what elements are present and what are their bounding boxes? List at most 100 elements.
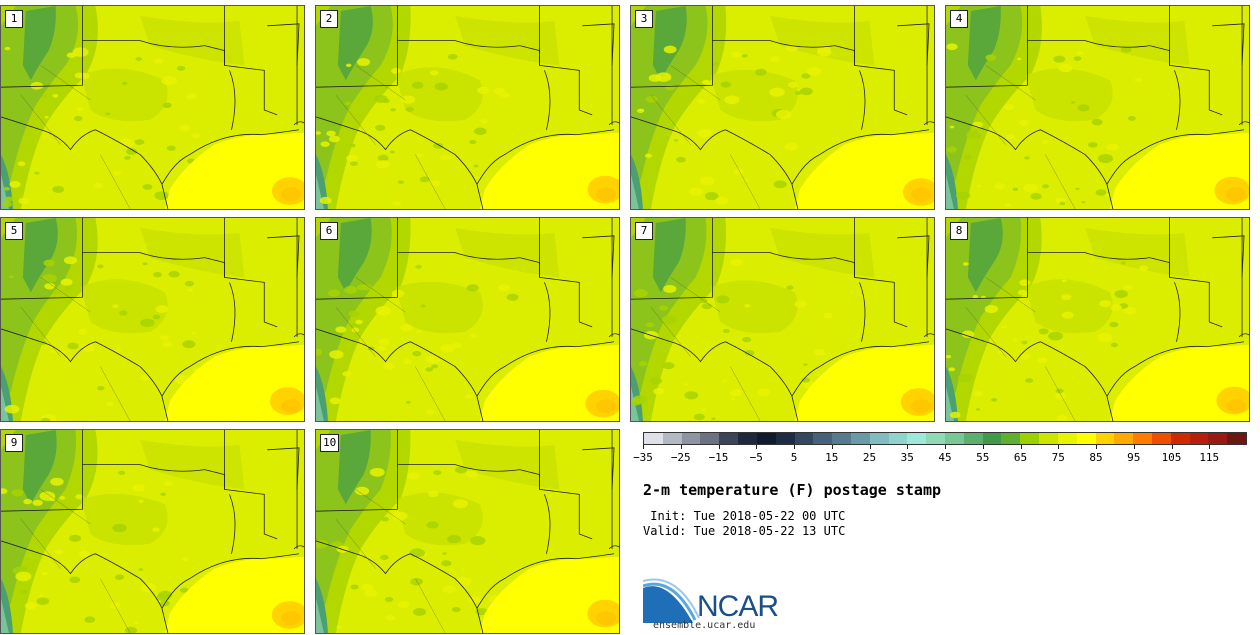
colorbar-tick	[643, 445, 644, 449]
temperature-map	[946, 218, 1249, 421]
colorbar-tick	[1058, 445, 1060, 449]
member-number-label: 5	[5, 222, 23, 240]
colorbar-tick	[869, 445, 871, 449]
colorbar-tick-label: 115	[1199, 451, 1220, 464]
colorbar-swatch	[1227, 433, 1246, 444]
colorbar-swatch	[1001, 433, 1021, 444]
colorbar-tick	[756, 445, 758, 449]
colorbar-tick	[831, 445, 833, 449]
colorbar-swatch	[775, 433, 795, 444]
member-number-label: 2	[320, 10, 338, 28]
member-panel-7: 7	[630, 217, 935, 422]
colorbar-tick-label: 5	[790, 451, 798, 464]
colorbar-swatch	[1039, 433, 1058, 444]
colorbar-tick-label: 75	[1051, 451, 1065, 464]
colorbar-swatch	[756, 433, 776, 444]
colorbar-swatch	[794, 433, 814, 444]
colorbar-swatch	[907, 433, 927, 444]
colorbar-tick	[1096, 445, 1097, 449]
member-number-label: 8	[950, 222, 968, 240]
colorbar-ticks: −35 −25 −15 −5 5 15 25 35 45 55 65 75 85 95 105 115	[633, 445, 1247, 465]
temperature-map	[316, 218, 619, 421]
colorbar-swatch	[1189, 433, 1209, 444]
member-number-label: 3	[635, 10, 653, 28]
colorbar-swatch	[700, 433, 720, 444]
colorbar-tick-label: −25	[670, 451, 691, 464]
colorbar-tick-label: −15	[708, 451, 729, 464]
colorbar-swatch	[945, 433, 964, 444]
colorbar-swatch	[681, 433, 701, 444]
colorbar-tick	[1171, 445, 1173, 449]
temperature-map	[631, 6, 934, 209]
temperature-map	[316, 6, 619, 209]
colorbar-swatch	[888, 433, 908, 444]
colorbar-tick	[982, 445, 984, 449]
member-panel-8: 8	[945, 217, 1250, 422]
member-panel-6: 6	[315, 217, 620, 422]
member-panel-1: 1	[0, 5, 305, 210]
colorbar-swatch	[1151, 433, 1171, 444]
init-time-label: Init: Tue 2018-05-22 00 UTC	[643, 509, 846, 523]
colorbar-tick	[907, 445, 909, 449]
colorbar-tick-label: 25	[862, 451, 877, 464]
temperature-map	[946, 6, 1249, 209]
colorbar-tick	[718, 445, 720, 449]
colorbar-tick-label: 15	[825, 451, 839, 464]
ncar-logo-text: NCAR	[697, 590, 779, 623]
ncar-logo-icon	[643, 578, 700, 623]
colorbar-tick	[1209, 445, 1211, 449]
colorbar-swatch	[926, 433, 945, 444]
site-url: ensemble.ucar.edu	[653, 620, 756, 631]
colorbar-tick-label: 85	[1089, 451, 1103, 464]
colorbar-swatch	[1020, 433, 1040, 444]
colorbar-tick-label: 105	[1161, 451, 1182, 464]
member-panel-3: 3	[630, 5, 935, 210]
colorbar-tick	[680, 445, 682, 449]
colorbar-swatch	[850, 433, 870, 444]
member-number-label: 1	[5, 10, 23, 28]
colorbar-swatch	[1076, 433, 1096, 444]
colorbar-tick-label: 45	[938, 451, 952, 464]
member-number-label: 7	[635, 222, 653, 240]
member-panel-2: 2	[315, 5, 620, 210]
colorbar-swatch	[738, 433, 757, 444]
colorbar-swatch	[1133, 433, 1152, 444]
member-number-label: 10	[320, 434, 340, 452]
colorbar-swatch	[813, 433, 833, 444]
colorbar-tick-label: 95	[1127, 451, 1141, 464]
member-number-label: 9	[5, 434, 23, 452]
temperature-map	[1, 430, 304, 633]
colorbar-swatch	[1114, 433, 1134, 444]
member-number-label: 6	[320, 222, 338, 240]
colorbar-tick-label: 65	[1013, 451, 1028, 464]
temperature-map	[1, 6, 304, 209]
colorbar-swatch	[662, 433, 682, 444]
chart-title: 2-m temperature (F) postage stamp	[643, 481, 942, 499]
colorbar	[643, 432, 1247, 445]
colorbar-tick-label: −35	[633, 451, 653, 464]
colorbar-tick	[794, 445, 795, 449]
colorbar-swatch	[1057, 433, 1077, 444]
colorbar-swatch	[1095, 433, 1115, 444]
member-panel-4: 4	[945, 5, 1250, 210]
member-panel-10: 10	[315, 429, 620, 634]
colorbar-tick	[945, 445, 946, 449]
colorbar-swatch	[719, 433, 739, 444]
temperature-map	[316, 430, 619, 633]
temperature-map	[631, 218, 934, 421]
colorbar-tick-label: −5	[749, 451, 763, 464]
colorbar-swatch	[1170, 433, 1190, 444]
colorbar-tick	[1133, 445, 1135, 449]
colorbar-tick-label: 55	[976, 451, 990, 464]
colorbar-tick-label: 35	[900, 451, 914, 464]
member-panel-9: 9	[0, 429, 305, 634]
member-number-label: 4	[950, 10, 968, 28]
colorbar-swatch	[1208, 433, 1228, 444]
valid-time-label: Valid: Tue 2018-05-22 13 UTC	[643, 524, 846, 538]
colorbar-tick	[1020, 445, 1022, 449]
colorbar-swatch	[982, 433, 1002, 444]
member-panel-5: 5	[0, 217, 305, 422]
colorbar-swatch	[832, 433, 851, 444]
colorbar-swatch	[644, 433, 663, 444]
colorbar-swatch	[869, 433, 889, 444]
